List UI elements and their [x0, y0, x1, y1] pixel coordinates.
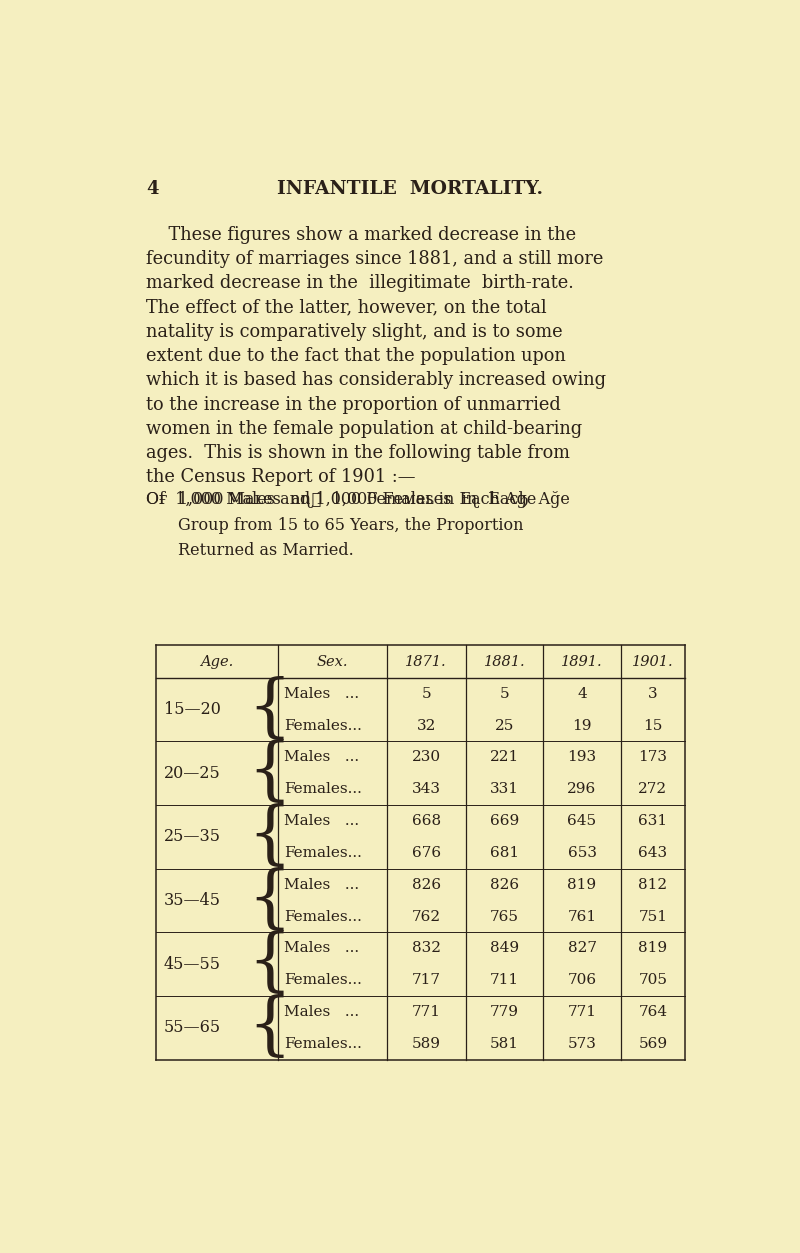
Text: 827: 827 — [567, 941, 597, 955]
Text: to the increase in the proportion of unmarried: to the increase in the proportion of unm… — [146, 396, 562, 413]
Text: 343: 343 — [412, 782, 441, 796]
Text: {: { — [247, 677, 291, 743]
Text: which it is based has considerably increased owing: which it is based has considerably incre… — [146, 371, 606, 390]
Text: 20—25: 20—25 — [163, 764, 220, 782]
Text: 764: 764 — [638, 1005, 667, 1019]
Text: 25—35: 25—35 — [163, 828, 221, 846]
Text: 272: 272 — [638, 782, 667, 796]
Text: 15—20: 15—20 — [163, 702, 221, 718]
Text: Of  1,000 Males and 1,000 Females in Each Age: Of 1,000 Males and 1,000 Females in Each… — [146, 491, 537, 509]
Text: 15: 15 — [643, 718, 662, 733]
Text: 1881.: 1881. — [484, 654, 526, 669]
Text: The effect of the latter, however, on the total: The effect of the latter, however, on th… — [146, 298, 547, 317]
Text: 25: 25 — [495, 718, 514, 733]
Text: 569: 569 — [638, 1036, 667, 1051]
Text: 645: 645 — [567, 814, 597, 828]
Text: 589: 589 — [412, 1036, 441, 1051]
Text: 826: 826 — [412, 877, 441, 892]
Text: 193: 193 — [567, 751, 597, 764]
Text: 849: 849 — [490, 941, 519, 955]
Text: Males   ...: Males ... — [285, 751, 359, 764]
Text: 581: 581 — [490, 1036, 519, 1051]
Text: Males   ...: Males ... — [285, 687, 359, 700]
Text: 5: 5 — [422, 687, 431, 700]
Text: 779: 779 — [490, 1005, 519, 1019]
Text: Oғ  1,000 Mаʟеѕ  аɳԀ  1,000 Fемаʟеѕ  іɳ  Eасђ  Ağе: Oғ 1,000 Mаʟеѕ аɳԀ 1,000 Fемаʟеѕ іɳ Eасђ… — [146, 491, 570, 509]
Text: Males   ...: Males ... — [285, 814, 359, 828]
Text: 4: 4 — [146, 179, 159, 198]
Text: 711: 711 — [490, 974, 519, 987]
Text: 32: 32 — [417, 718, 436, 733]
Text: {: { — [247, 867, 291, 933]
Text: 717: 717 — [412, 974, 441, 987]
Text: 1901.: 1901. — [632, 654, 674, 669]
Text: 706: 706 — [567, 974, 597, 987]
Text: 173: 173 — [638, 751, 667, 764]
Text: Females...: Females... — [285, 782, 362, 796]
Text: Females...: Females... — [285, 1036, 362, 1051]
Text: {: { — [247, 931, 291, 997]
Text: 751: 751 — [638, 910, 667, 923]
Text: {: { — [247, 995, 291, 1061]
Text: Males   ...: Males ... — [285, 941, 359, 955]
Text: 668: 668 — [412, 814, 441, 828]
Text: 4: 4 — [577, 687, 587, 700]
Text: INFANTILE  MORTALITY.: INFANTILE MORTALITY. — [277, 179, 543, 198]
Text: 1891.: 1891. — [562, 654, 603, 669]
Text: Males   ...: Males ... — [285, 1005, 359, 1019]
Text: 819: 819 — [638, 941, 667, 955]
Text: Age.: Age. — [200, 654, 234, 669]
Text: Group from 15 to 65 Years, the Proportion: Group from 15 to 65 Years, the Proportio… — [178, 517, 523, 534]
Text: 681: 681 — [490, 846, 519, 860]
Text: Females...: Females... — [285, 846, 362, 860]
Text: 296: 296 — [567, 782, 597, 796]
Text: ages.  This is shown in the following table from: ages. This is shown in the following tab… — [146, 444, 570, 462]
Text: women in the female population at child-bearing: women in the female population at child-… — [146, 420, 582, 437]
Text: Females...: Females... — [285, 910, 362, 923]
Text: 643: 643 — [638, 846, 667, 860]
Text: Females...: Females... — [285, 974, 362, 987]
Text: 771: 771 — [412, 1005, 441, 1019]
Text: Sex.: Sex. — [317, 654, 348, 669]
Text: 705: 705 — [638, 974, 667, 987]
Text: 676: 676 — [412, 846, 441, 860]
Text: {: { — [247, 803, 291, 870]
Text: 3: 3 — [648, 687, 658, 700]
Text: the Census Report of 1901 :—: the Census Report of 1901 :— — [146, 469, 416, 486]
Text: fecundity of marriages since 1881, and a still more: fecundity of marriages since 1881, and a… — [146, 251, 604, 268]
Text: 230: 230 — [412, 751, 441, 764]
Text: 812: 812 — [638, 877, 667, 892]
Text: 573: 573 — [568, 1036, 597, 1051]
Text: natality is comparatively slight, and is to some: natality is comparatively slight, and is… — [146, 323, 563, 341]
Text: 762: 762 — [412, 910, 441, 923]
Text: 331: 331 — [490, 782, 519, 796]
Text: marked decrease in the  illegitimate  birth-rate.: marked decrease in the illegitimate birt… — [146, 274, 574, 292]
Text: {: { — [247, 741, 291, 807]
Text: 669: 669 — [490, 814, 519, 828]
Text: 826: 826 — [490, 877, 519, 892]
Text: Males   ...: Males ... — [285, 877, 359, 892]
Text: 761: 761 — [567, 910, 597, 923]
Text: These figures show a marked decrease in the: These figures show a marked decrease in … — [146, 226, 577, 244]
Text: Returned as Married.: Returned as Married. — [178, 543, 354, 559]
Text: 1871.: 1871. — [406, 654, 447, 669]
Text: 35—45: 35—45 — [163, 892, 221, 910]
Text: 832: 832 — [412, 941, 441, 955]
Text: 221: 221 — [490, 751, 519, 764]
Text: 45—55: 45—55 — [163, 956, 221, 972]
Text: 55—65: 55—65 — [163, 1020, 221, 1036]
Text: 19: 19 — [572, 718, 592, 733]
Text: 631: 631 — [638, 814, 667, 828]
Text: 765: 765 — [490, 910, 519, 923]
Text: 653: 653 — [567, 846, 597, 860]
Text: 771: 771 — [567, 1005, 597, 1019]
Text: 5: 5 — [500, 687, 510, 700]
Text: Females...: Females... — [285, 718, 362, 733]
Text: extent due to the fact that the population upon: extent due to the fact that the populati… — [146, 347, 566, 365]
Text: 819: 819 — [567, 877, 597, 892]
